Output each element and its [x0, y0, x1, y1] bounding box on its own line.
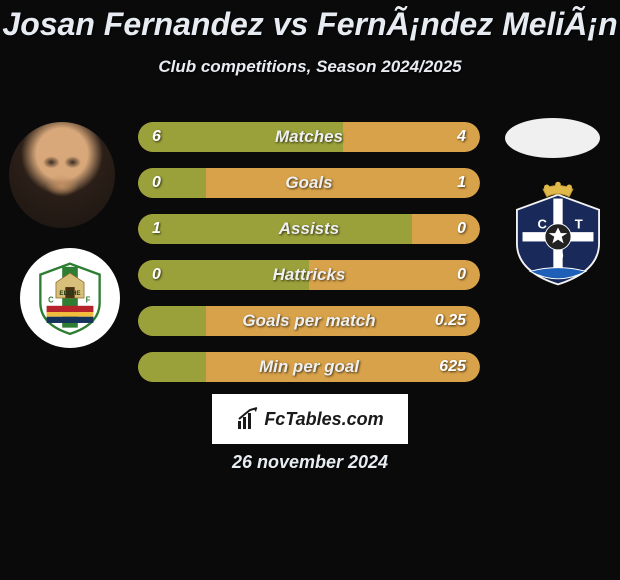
svg-text:C: C — [48, 296, 54, 305]
branding-badge: FcTables.com — [212, 394, 408, 444]
stat-left-value: 0 — [152, 174, 161, 192]
fctables-logo-icon — [236, 407, 260, 431]
svg-text:C: C — [537, 216, 547, 231]
stat-label: Assists — [279, 219, 339, 239]
stat-label: Min per goal — [259, 357, 359, 377]
stat-left-value: 6 — [152, 128, 161, 146]
page-subtitle: Club competitions, Season 2024/2025 — [0, 57, 620, 77]
player-right-no-photo — [505, 118, 600, 158]
stat-left-value: 1 — [152, 220, 161, 238]
stat-bar-left — [138, 214, 412, 244]
stat-row: 0 Hattricks 0 — [138, 260, 480, 290]
stat-right-value: 0 — [457, 266, 466, 284]
page-title: Josan Fernandez vs FernÃ¡ndez MeliÃ¡n — [0, 6, 620, 43]
stat-bar-left — [138, 306, 206, 336]
svg-text:ELCHE: ELCHE — [59, 290, 80, 297]
stat-row: Min per goal 625 — [138, 352, 480, 382]
stat-right-value: 4 — [457, 128, 466, 146]
svg-text:F: F — [86, 296, 91, 305]
stat-left-value: 0 — [152, 266, 161, 284]
player-left-avatar — [9, 122, 115, 228]
stat-right-value: 1 — [457, 174, 466, 192]
date-text: 26 november 2024 — [232, 452, 388, 473]
stat-right-value: 625 — [439, 358, 466, 376]
stat-label: Matches — [275, 127, 343, 147]
stat-row: 6 Matches 4 — [138, 122, 480, 152]
stat-right-value: 0 — [457, 220, 466, 238]
stat-row: Goals per match 0.25 — [138, 306, 480, 336]
stat-row: 0 Goals 1 — [138, 168, 480, 198]
svg-text:D: D — [554, 248, 563, 263]
stat-bar-left — [138, 352, 206, 382]
stat-row: 1 Assists 0 — [138, 214, 480, 244]
svg-text:T: T — [575, 216, 583, 231]
tenerife-crest-icon: C T D — [502, 178, 614, 290]
stat-bar-left — [138, 168, 206, 198]
elche-crest-icon: ELCHE C F — [31, 259, 109, 337]
stat-label: Goals per match — [242, 311, 375, 331]
stat-right-value: 0.25 — [435, 312, 466, 330]
club-right-crest: C T D — [502, 178, 614, 290]
stat-label: Goals — [285, 173, 332, 193]
stat-label: Hattricks — [273, 265, 346, 285]
stat-bars: 6 Matches 4 0 Goals 1 1 Assists 0 0 Hattricks 0 Goal… — [138, 122, 480, 398]
branding-text: FcTables.com — [264, 409, 383, 430]
club-left-crest: ELCHE C F — [20, 248, 120, 348]
